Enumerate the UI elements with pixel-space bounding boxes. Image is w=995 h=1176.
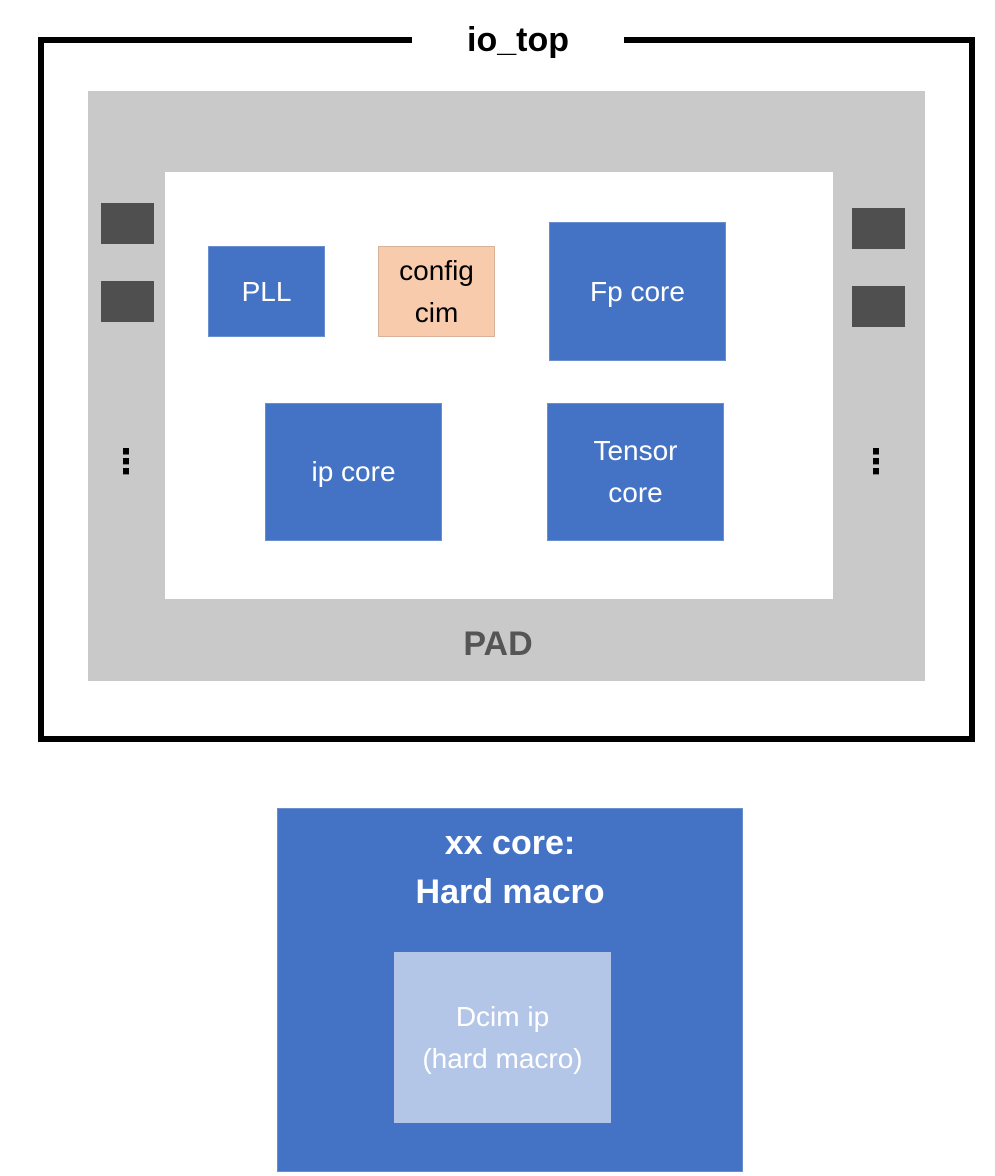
ip-core-block: ip core xyxy=(265,403,442,541)
fp-core-block: Fp core xyxy=(549,222,726,361)
dcim-ip-block: Dcim ip (hard macro) xyxy=(394,952,611,1123)
hard-macro-title: xx core: Hard macro xyxy=(415,823,605,911)
pad-cell-left-2 xyxy=(101,281,154,322)
pad-ellipsis-left: ⋮ xyxy=(109,443,143,481)
pad-cell-right-1 xyxy=(852,208,905,249)
io-top-title: io_top xyxy=(467,20,569,59)
io-top-title-gap xyxy=(412,26,624,56)
pad-cell-right-2 xyxy=(852,286,905,327)
tensor-core-block: Tensor core xyxy=(547,403,724,541)
pll-block: PLL xyxy=(208,246,325,337)
pad-ellipsis-right: ⋮ xyxy=(859,443,893,481)
config-cim-block: config cim xyxy=(378,246,495,337)
pad-label: PAD xyxy=(463,624,533,663)
pad-cell-left-1 xyxy=(101,203,154,244)
